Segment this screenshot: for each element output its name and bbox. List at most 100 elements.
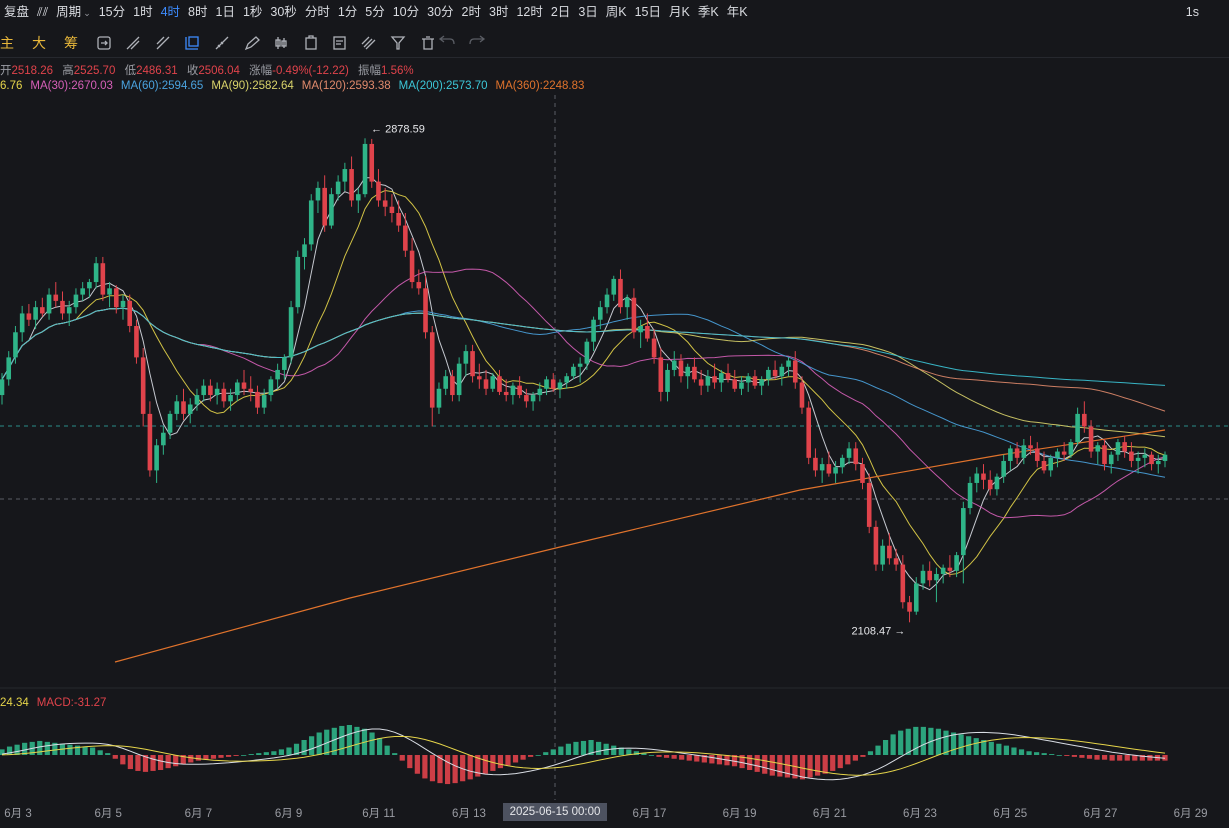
main-chart-toggle[interactable]: 主 (0, 35, 14, 51)
candle-body (396, 213, 401, 226)
macd-bar (837, 755, 843, 769)
lines-icon[interactable] (126, 36, 140, 50)
pen-icon[interactable] (244, 36, 260, 51)
period-14[interactable]: 30分 (427, 5, 454, 19)
macd-bar (694, 755, 700, 762)
ruler-lines-icon[interactable] (156, 36, 170, 50)
macd-bar (437, 755, 443, 784)
candle-tool-icon[interactable] (275, 37, 287, 49)
candle-body (651, 338, 657, 358)
big-order-toggle[interactable]: 大 (32, 35, 46, 51)
candle-body (60, 300, 65, 314)
macd-bar (550, 749, 556, 755)
macd-bar (180, 755, 186, 765)
redo-icon[interactable] (469, 35, 486, 45)
chip-toggle[interactable]: 筹 (64, 35, 78, 51)
filter-icon[interactable] (390, 36, 406, 50)
amplitude-label: 振幅 (358, 65, 382, 77)
macd-bar (1109, 755, 1115, 761)
period-0[interactable]: 复盘 (4, 5, 30, 19)
candle-body (571, 366, 576, 377)
macd-bar (37, 740, 43, 755)
period-11[interactable]: 1分 (337, 5, 358, 19)
period-10[interactable]: 分时 (304, 5, 330, 19)
macd-bar (324, 729, 330, 755)
note-icon[interactable] (333, 36, 346, 50)
macd-bar (6, 746, 13, 755)
period-23[interactable]: 季K (697, 5, 719, 19)
ruler-icon[interactable] (215, 36, 229, 50)
macd-bar (535, 755, 541, 756)
macd-bar (920, 726, 926, 755)
candle-body (194, 395, 200, 405)
candle-body (732, 379, 738, 389)
macd-bar (22, 742, 28, 755)
period-22[interactable]: 月K (669, 5, 690, 19)
candle-body (382, 200, 388, 207)
period-16[interactable]: 3时 (489, 5, 509, 19)
ohlc-legend: 开2518.26 高2525.70 低2486.31 收2506.04 涨幅-0… (0, 62, 420, 78)
period-15[interactable]: 2时 (461, 5, 481, 19)
period-8[interactable]: 1秒 (242, 5, 263, 19)
period-13[interactable]: 10分 (392, 5, 420, 19)
candle-body (483, 379, 489, 389)
candle-body (1155, 460, 1161, 465)
period-3[interactable]: 15分 (98, 5, 126, 19)
period-1[interactable]: ⫽⫽ (37, 5, 49, 19)
period-21[interactable]: 15日 (634, 5, 662, 19)
macd-bar (203, 755, 209, 760)
candle-body (248, 388, 254, 392)
macd-bar (309, 736, 315, 755)
period-19[interactable]: 3日 (578, 5, 598, 19)
candle-body (497, 376, 502, 392)
period-9[interactable]: 30秒 (270, 5, 297, 19)
sync-icon[interactable] (97, 36, 111, 50)
refresh-interval[interactable]: 1s (1185, 5, 1199, 19)
candle-body (631, 297, 637, 333)
candle-body (268, 379, 274, 396)
x-axis-label: 6月 19 (723, 808, 757, 820)
macd-bar (301, 740, 307, 755)
trash-icon[interactable] (422, 36, 434, 50)
candle-body (974, 473, 980, 483)
amplitude-value: 1.56% (381, 65, 414, 77)
period-7[interactable]: 1日 (215, 5, 235, 19)
undo-icon[interactable] (438, 35, 455, 45)
macd-bar (943, 730, 949, 755)
period-24[interactable]: 年K (726, 5, 748, 19)
period-2[interactable]: 周期 ⌄ (56, 4, 91, 19)
text-box-icon[interactable] (305, 35, 317, 50)
period-6[interactable]: 8时 (188, 5, 208, 19)
high-value: 2525.70 (73, 65, 116, 77)
macd-bar (633, 751, 639, 755)
ma-legend-item: MA(60):2594.65 (120, 80, 204, 92)
candle-body (813, 457, 818, 471)
candle-body (1068, 442, 1074, 455)
period-5[interactable]: 4时 (160, 5, 181, 19)
macd-bar (543, 752, 549, 755)
macd-bar (233, 755, 239, 756)
macd-bar (1026, 751, 1032, 755)
candle-body (73, 294, 79, 308)
candle-body (940, 567, 946, 574)
period-12[interactable]: 5分 (365, 5, 385, 19)
period-18[interactable]: 2日 (550, 5, 571, 19)
macd-bar (1124, 755, 1130, 761)
candle-body (174, 401, 180, 414)
candle-body (779, 366, 785, 377)
magnet-icon[interactable] (361, 36, 376, 50)
crosshair-time-label: 2025-06-15 00:00 (503, 803, 607, 821)
candle-body (80, 288, 85, 295)
period-4[interactable]: 1时 (133, 5, 153, 19)
candle-body (510, 385, 516, 396)
candle-body (1129, 451, 1134, 461)
select-icon[interactable] (185, 36, 199, 50)
period-20[interactable]: 周K (605, 5, 627, 19)
candle-body (725, 373, 731, 380)
candle-body (187, 404, 193, 414)
macd-bar (82, 746, 88, 755)
macd-dif-line (1, 728, 1166, 781)
high-label: 高 (62, 65, 74, 77)
period-17[interactable]: 12时 (516, 5, 543, 19)
